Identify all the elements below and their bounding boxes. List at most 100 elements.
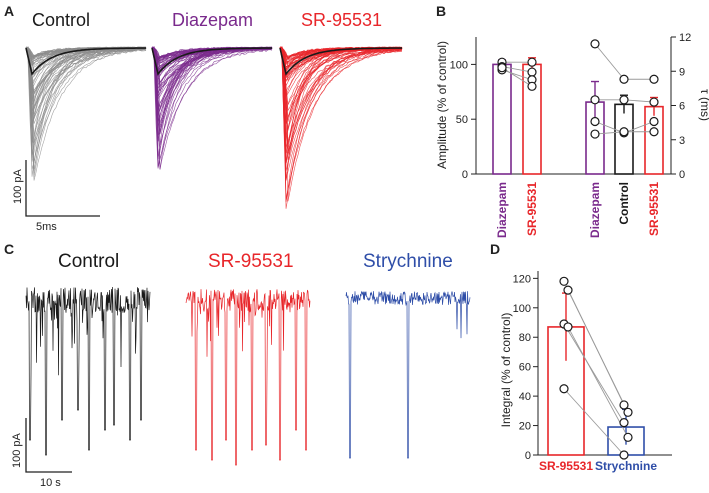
panel-c-trace-strychnine xyxy=(345,290,471,459)
paired-line xyxy=(501,66,533,73)
trace-sweep xyxy=(151,48,273,169)
trace-sweep xyxy=(279,46,403,202)
category-label: Strychnine xyxy=(595,459,657,473)
panel-b-y-label-left: Amplitude (% of control) xyxy=(435,41,449,169)
mean-trace xyxy=(279,47,402,76)
paired-line xyxy=(594,131,625,135)
panel-a-traces-diazepam xyxy=(151,46,273,170)
category-label: SR-95531 xyxy=(539,459,593,473)
y-tick-label: 60 xyxy=(519,362,531,374)
mean-trace xyxy=(151,47,272,76)
panel-a-scalebar-x-label: 5ms xyxy=(36,221,57,233)
paired-line xyxy=(501,69,533,81)
y-tick-label-left: 0 xyxy=(462,169,468,181)
trace-sweep xyxy=(25,47,147,100)
panel-c-trace-sr95531 xyxy=(185,289,311,466)
trace-sweep xyxy=(25,46,147,170)
category-label: Diazepam xyxy=(588,182,602,238)
data-point xyxy=(590,39,600,49)
y-tick-label: 120 xyxy=(513,273,531,285)
data-point xyxy=(590,129,600,139)
trace-sweep xyxy=(151,47,273,168)
y-tick-label-right: 3 xyxy=(679,135,685,147)
data-point xyxy=(559,276,569,286)
y-tick-label: 80 xyxy=(519,332,531,344)
y-tick-label-left: 50 xyxy=(456,114,468,126)
panel-a-title-diazepam: Diazepam xyxy=(172,10,253,30)
panel-c-title-strychnine: Strychnine xyxy=(363,251,453,272)
data-point xyxy=(619,127,629,137)
data-point xyxy=(649,116,659,127)
panel-a-scalebar-y-label: 100 pA xyxy=(12,168,24,204)
panel-a-scalebar: 100 pA 5ms xyxy=(12,160,100,233)
data-point xyxy=(563,322,573,332)
data-point xyxy=(527,81,537,91)
bar xyxy=(644,105,664,175)
data-point xyxy=(619,418,629,428)
trace-sweep xyxy=(25,48,147,181)
panel-label-c: C xyxy=(4,241,14,257)
panel-d-y-label: Integral (% of control) xyxy=(499,313,513,428)
category-label: SR-95531 xyxy=(525,182,539,236)
panel-a-traces-sr95531 xyxy=(279,46,403,209)
y-tick-label: 100 xyxy=(513,303,531,315)
paired-line xyxy=(594,43,625,80)
y-tick-label: 20 xyxy=(519,421,531,433)
panel-c-trace-control xyxy=(25,286,151,456)
data-point xyxy=(619,450,629,460)
data-point xyxy=(619,95,629,105)
trace-sweep xyxy=(279,46,403,111)
category-label: Diazepam xyxy=(495,182,509,238)
paired-line xyxy=(563,323,625,423)
y-tick-label-right: 12 xyxy=(679,32,691,44)
panel-a-title-control: Control xyxy=(32,10,90,30)
y-tick-label-left: 100 xyxy=(450,59,468,71)
data-point xyxy=(623,407,633,417)
data-point xyxy=(649,74,659,84)
panel-c-scalebar: 100 pA 10 s xyxy=(11,418,72,489)
trace-sweep xyxy=(279,47,402,180)
data-point xyxy=(619,400,629,410)
paired-line xyxy=(623,121,655,134)
trace-sweep xyxy=(279,47,403,163)
trace-sweep xyxy=(279,47,403,199)
panel-label-d: D xyxy=(490,241,500,257)
panel-a-traces-control xyxy=(25,46,147,181)
category-label: SR-95531 xyxy=(647,182,661,236)
panel-c-title-sr95531: SR-95531 xyxy=(208,251,294,272)
y-tick-label-right: 9 xyxy=(679,66,685,78)
bar xyxy=(614,103,634,175)
panel-c-title-control: Control xyxy=(58,251,119,272)
paired-line xyxy=(567,326,629,438)
trace-sweep xyxy=(279,48,403,156)
panel-b-y-label-right: τ (ms) xyxy=(698,89,709,121)
y-tick-label: 0 xyxy=(525,450,531,462)
panel-c-scalebar-x-label: 10 s xyxy=(40,477,61,489)
category-label: Control xyxy=(617,182,631,225)
y-tick-label: 40 xyxy=(519,391,531,403)
data-point xyxy=(649,127,659,137)
trace-sweep xyxy=(151,47,273,170)
bar xyxy=(492,63,512,175)
y-tick-label-right: 0 xyxy=(679,169,685,181)
data-point xyxy=(649,97,659,107)
data-point xyxy=(563,285,573,295)
data-point xyxy=(497,63,507,73)
data-point xyxy=(559,384,569,394)
panel-d-chart: Integral (% of control) 0 20 40 60 80 100 120 S… xyxy=(499,271,672,473)
data-point xyxy=(527,57,537,67)
panel-b-chart: Amplitude (% of control) τ (ms) 0 50 100 0 3… xyxy=(435,32,709,238)
paired-line xyxy=(594,121,625,134)
paired-line xyxy=(623,99,655,103)
paired-line xyxy=(563,388,625,456)
data-point xyxy=(590,116,600,127)
trace-sweep xyxy=(25,47,147,143)
data-point xyxy=(590,95,600,105)
trace-sweep xyxy=(279,47,403,181)
trace-sweep xyxy=(25,46,147,170)
data-point xyxy=(527,67,537,77)
data-point xyxy=(623,432,633,442)
panel-a-title-sr95531: SR-95531 xyxy=(301,10,382,30)
data-point xyxy=(619,74,629,84)
